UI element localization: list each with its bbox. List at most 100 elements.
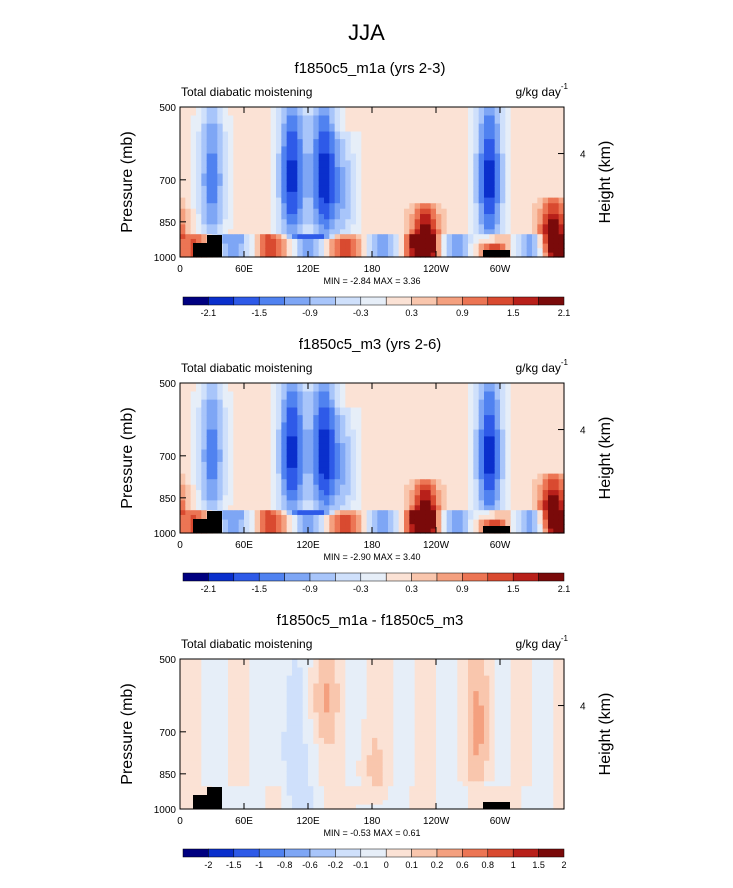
field-cell bbox=[425, 786, 432, 792]
field-cell bbox=[222, 449, 229, 457]
field-cell bbox=[473, 173, 480, 181]
field-cell bbox=[185, 749, 192, 756]
field-cell bbox=[292, 167, 298, 175]
field-cell bbox=[254, 115, 261, 125]
field-cell bbox=[302, 705, 309, 714]
field-cell bbox=[393, 248, 400, 254]
field-cell bbox=[484, 167, 490, 175]
field-cell bbox=[340, 415, 346, 424]
field-cell bbox=[190, 229, 197, 235]
field-cell bbox=[265, 755, 272, 762]
field-cell bbox=[446, 667, 453, 677]
field-cell bbox=[345, 766, 352, 772]
field-cell bbox=[382, 737, 389, 745]
field-cell bbox=[414, 415, 421, 424]
field-cell bbox=[558, 153, 565, 162]
field-cell bbox=[334, 683, 341, 692]
field-cell bbox=[324, 115, 330, 125]
field-cell bbox=[297, 771, 304, 777]
field-cell bbox=[388, 197, 394, 204]
field-cell bbox=[276, 479, 282, 486]
field-cell bbox=[377, 781, 384, 787]
field-cell bbox=[286, 115, 293, 125]
field-cell bbox=[350, 391, 357, 401]
field-cell bbox=[276, 115, 282, 125]
field-cell bbox=[302, 737, 309, 745]
field-cell bbox=[206, 500, 213, 506]
field-cell bbox=[254, 790, 261, 797]
x-tick-label: 120E bbox=[296, 264, 320, 275]
field-cell bbox=[217, 436, 224, 444]
field-cell bbox=[329, 160, 336, 168]
field-cell bbox=[521, 179, 528, 187]
field-cell bbox=[201, 781, 208, 787]
field-cell bbox=[420, 415, 426, 424]
field-cell bbox=[382, 197, 389, 204]
field-cell bbox=[452, 160, 458, 168]
field-cell bbox=[334, 505, 341, 511]
field-cell bbox=[361, 749, 368, 756]
field-cell bbox=[276, 760, 282, 767]
panel-2-colorbar: -2.1 -1.5 -0.9 -0.3 0.3 0.9 1.5 2.1 bbox=[182, 572, 570, 594]
field-cell bbox=[505, 243, 512, 249]
field-cell bbox=[201, 391, 208, 401]
field-cell bbox=[244, 234, 250, 240]
field-cell bbox=[206, 115, 213, 125]
field-cell bbox=[233, 422, 240, 431]
field-cell bbox=[324, 500, 330, 506]
field-cell bbox=[260, 755, 266, 762]
field-cell bbox=[382, 698, 389, 707]
field-cell bbox=[297, 443, 304, 451]
field-cell bbox=[292, 243, 298, 249]
field-cell bbox=[436, 429, 442, 438]
field-cell bbox=[233, 208, 240, 215]
land-block bbox=[193, 243, 207, 257]
field-cell bbox=[542, 383, 549, 393]
field-cell bbox=[398, 185, 405, 193]
field-cell bbox=[233, 675, 240, 685]
field-cell bbox=[212, 383, 218, 393]
field-cell bbox=[404, 786, 410, 792]
field-cell bbox=[446, 495, 453, 501]
field-cell bbox=[473, 473, 480, 480]
field-cell bbox=[516, 238, 522, 245]
field-cell bbox=[537, 146, 544, 155]
field-cell bbox=[297, 675, 304, 685]
field-cell bbox=[254, 800, 261, 806]
field-cell bbox=[409, 519, 416, 525]
field-cell bbox=[201, 712, 208, 720]
field-cell bbox=[302, 449, 309, 457]
field-cell bbox=[297, 197, 304, 204]
field-cell bbox=[489, 519, 496, 525]
field-cell bbox=[425, 173, 432, 181]
field-cell bbox=[553, 131, 560, 140]
field-cell bbox=[276, 443, 282, 451]
field-cell bbox=[366, 224, 373, 230]
field-cell bbox=[212, 719, 218, 727]
field-cell bbox=[308, 495, 314, 501]
field-cell bbox=[276, 719, 282, 727]
field-cell bbox=[489, 422, 496, 431]
field-cell bbox=[441, 514, 448, 521]
colorbar-swatch bbox=[284, 296, 311, 306]
field-cell bbox=[393, 731, 400, 739]
field-cell bbox=[265, 399, 272, 409]
field-cell bbox=[270, 755, 277, 762]
field-cell bbox=[361, 484, 368, 491]
field-cell bbox=[356, 467, 362, 475]
field-cell bbox=[505, 490, 512, 496]
field-cell bbox=[206, 167, 213, 175]
field-cell bbox=[222, 479, 229, 486]
field-cell bbox=[468, 203, 474, 210]
field-cell bbox=[526, 495, 533, 501]
field-cell bbox=[382, 461, 389, 469]
field-cell bbox=[420, 737, 426, 745]
field-cell bbox=[292, 429, 298, 438]
field-cell bbox=[340, 407, 346, 416]
field-cell bbox=[196, 786, 202, 792]
field-cell bbox=[489, 214, 496, 220]
field-cell bbox=[430, 383, 437, 393]
field-cell bbox=[398, 473, 405, 480]
field-cell bbox=[180, 229, 186, 235]
field-cell bbox=[276, 795, 282, 801]
